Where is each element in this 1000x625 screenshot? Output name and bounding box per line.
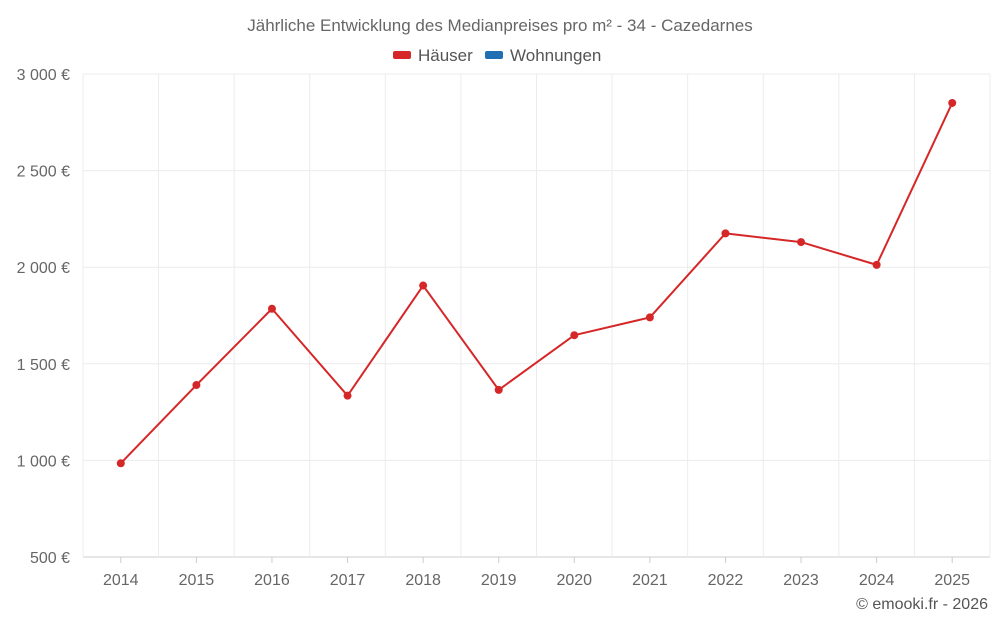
y-tick-label: 500 € [30,550,70,567]
y-tick-label: 2 500 € [17,164,70,181]
data-point-haeuser[interactable] [419,281,428,290]
x-tick-label: 2024 [859,572,895,589]
data-point-haeuser[interactable] [494,385,503,394]
chart-title: Jährliche Entwicklung des Medianpreises … [247,16,753,35]
legend-label-haeuser: Häuser [418,46,473,65]
legend-item-haeuser[interactable]: Häuser [393,46,473,65]
x-axis-ticks: 2014 2015 2016 2017 2018 2019 2020 2021 2022 2023… [103,557,970,589]
data-point-haeuser[interactable] [721,229,730,238]
data-point-haeuser[interactable] [797,238,806,247]
credit-text: © emooki.fr - 2026 [856,596,988,613]
legend-swatch-haeuser [393,51,411,59]
y-tick-label: 3 000 € [17,67,70,84]
data-point-haeuser[interactable] [267,304,276,313]
x-tick-label: 2014 [103,572,139,589]
x-tick-label: 2018 [405,572,441,589]
legend-item-wohnungen[interactable]: Wohnungen [485,46,601,65]
data-point-haeuser[interactable] [570,331,579,340]
data-point-haeuser[interactable] [192,381,201,390]
x-tick-label: 2022 [708,572,744,589]
x-gridlines [82,74,991,557]
x-tick-label: 2016 [254,572,290,589]
legend-label-wohnungen: Wohnungen [510,46,601,65]
x-tick-label: 2025 [934,572,970,589]
data-point-haeuser[interactable] [872,260,881,269]
x-tick-label: 2019 [481,572,517,589]
y-tick-label: 1 500 € [17,357,70,374]
data-point-haeuser[interactable] [948,98,957,107]
data-point-haeuser[interactable] [116,459,125,468]
series-haeuser [116,98,957,468]
legend-swatch-wohnungen [485,51,503,59]
x-tick-label: 2023 [783,572,819,589]
y-tick-label: 2 000 € [17,260,70,277]
x-tick-label: 2021 [632,572,668,589]
y-axis-ticks: 500 € 1 000 € 1 500 € 2 000 € 2 500 € 3 000 € [17,67,70,567]
x-tick-label: 2015 [179,572,215,589]
legend: Häuser Wohnungen [393,46,601,65]
data-point-haeuser[interactable] [343,391,352,400]
series-line-haeuser [120,102,954,464]
x-tick-label: 2020 [556,572,592,589]
x-tick-label: 2017 [330,572,366,589]
data-point-haeuser[interactable] [645,313,654,322]
y-tick-label: 1 000 € [17,453,70,470]
